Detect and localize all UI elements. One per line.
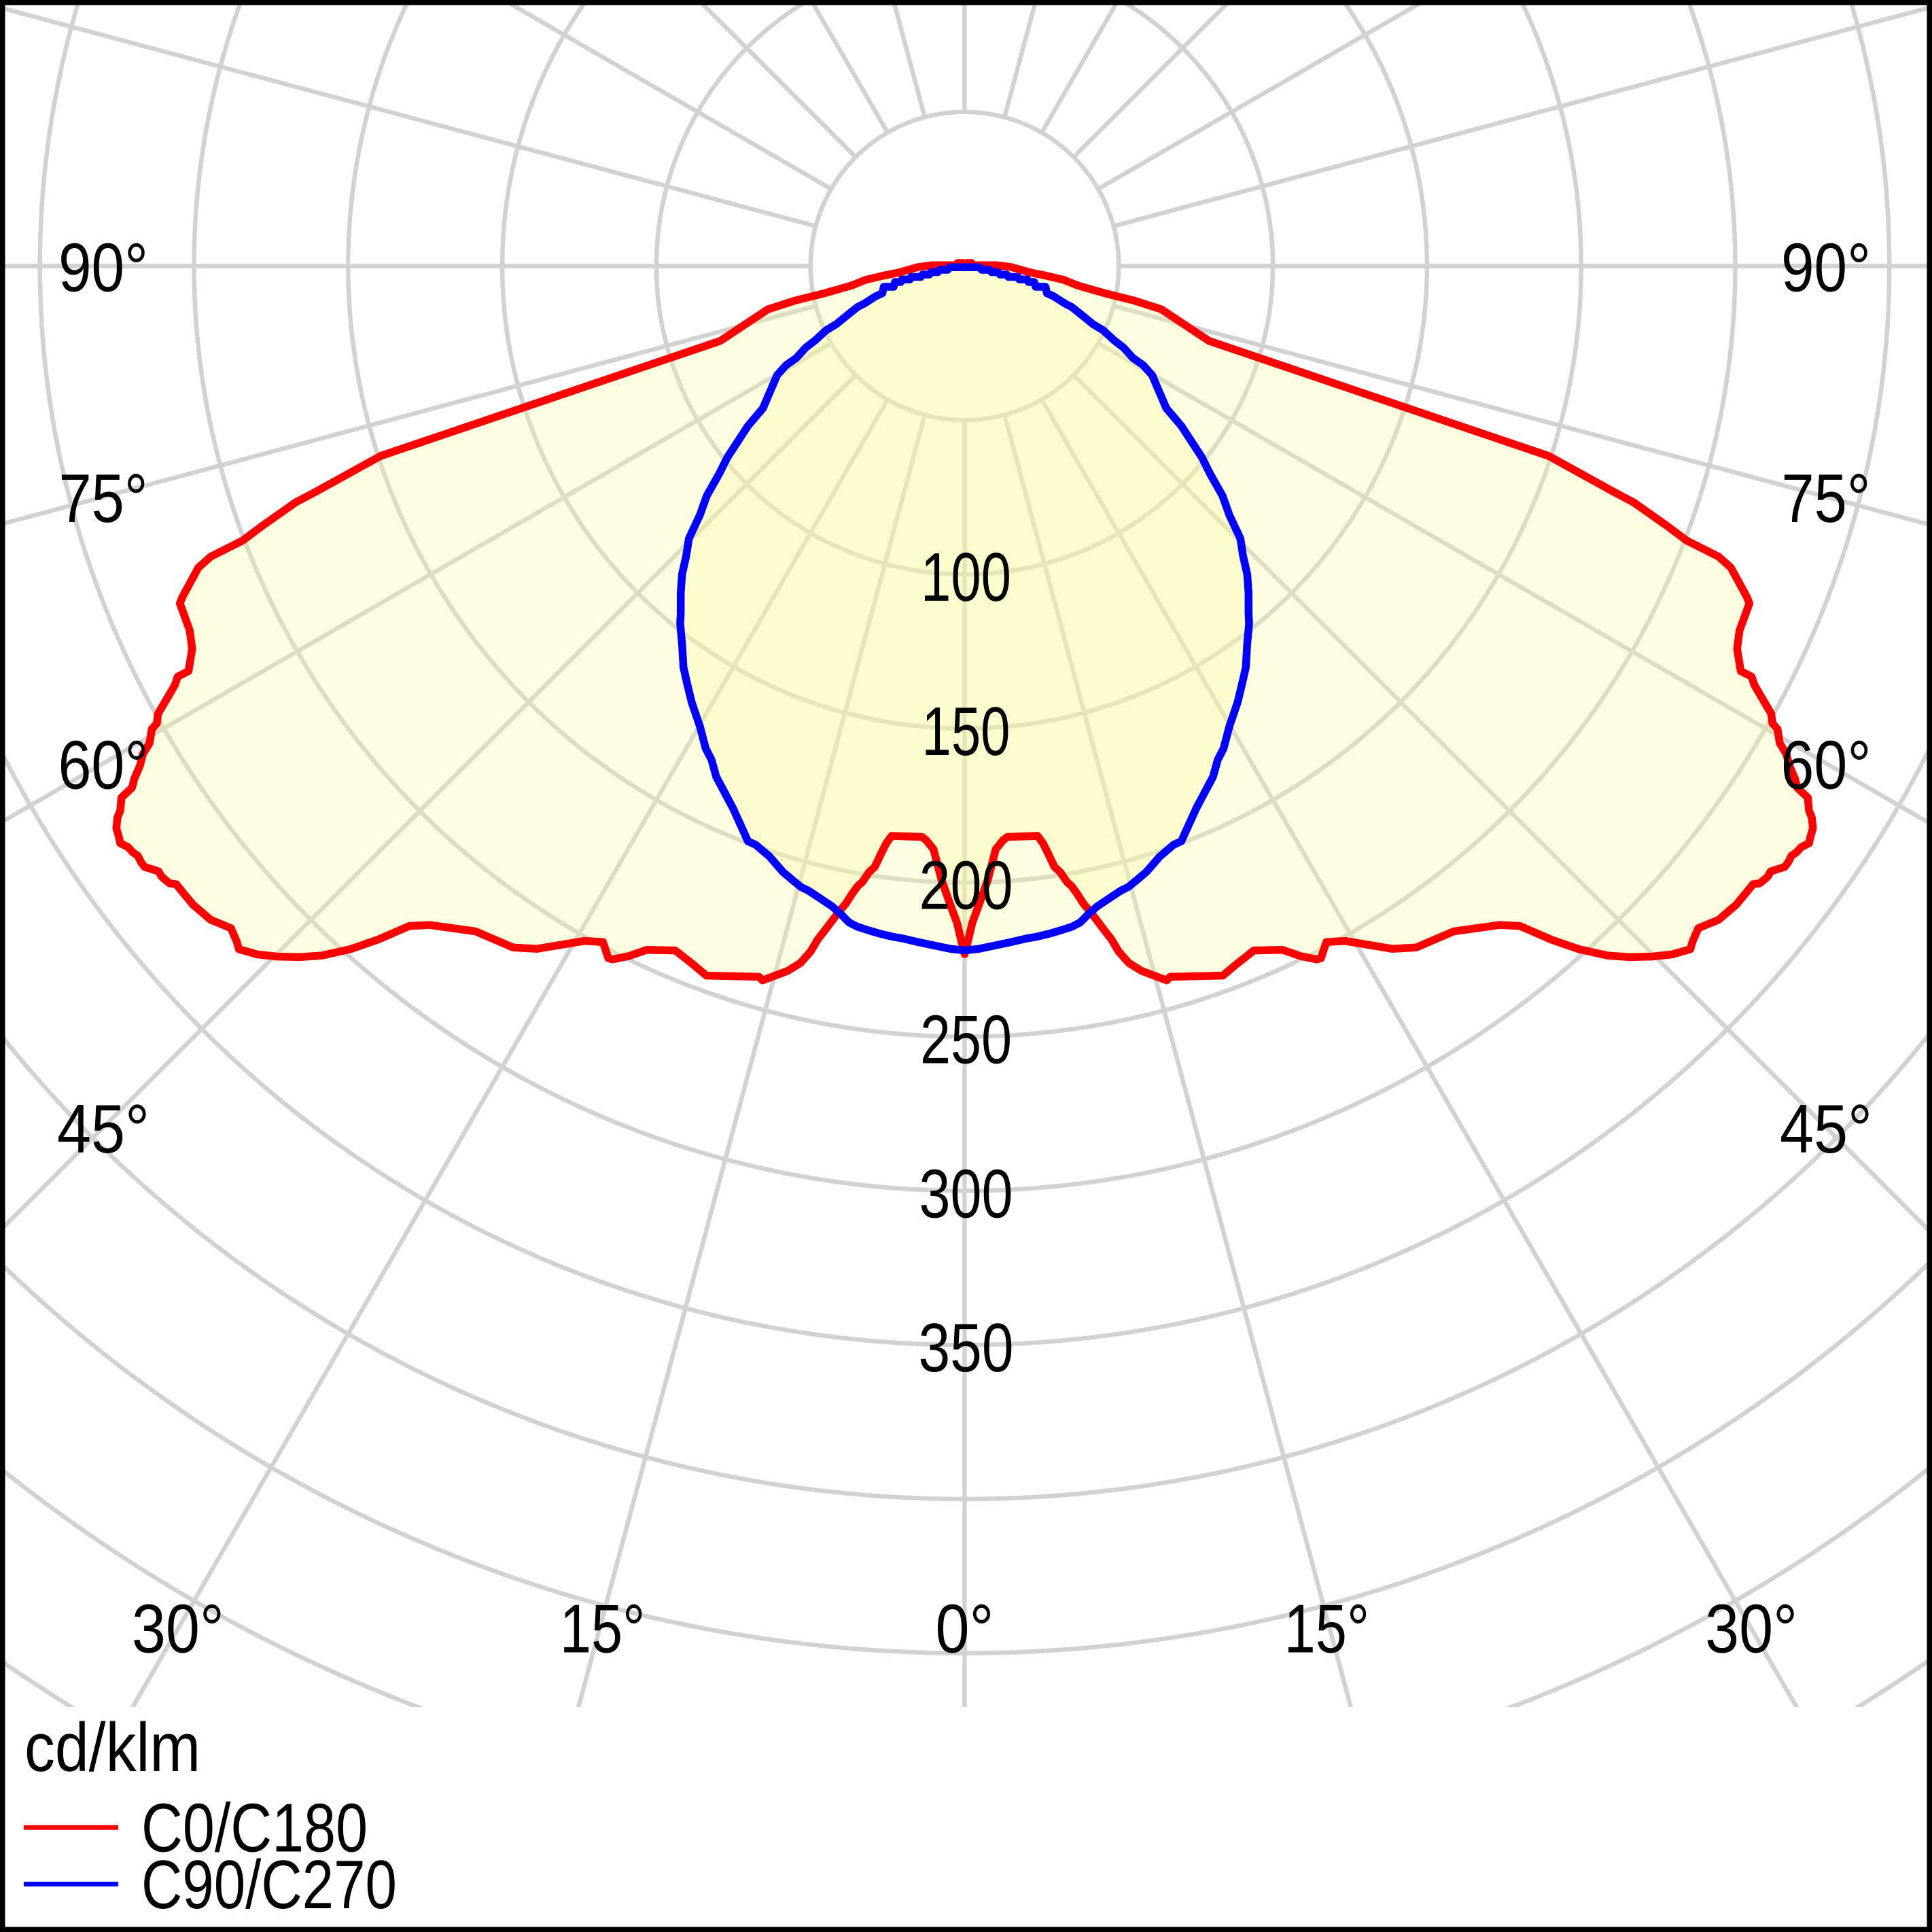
svg-text:C90/C270: C90/C270: [141, 1846, 397, 1923]
svg-text:45°: 45°: [1780, 1090, 1872, 1167]
svg-text:150: 150: [922, 692, 1011, 770]
svg-text:100: 100: [921, 538, 1011, 616]
svg-text:15°: 15°: [560, 1590, 646, 1668]
svg-text:cd/klm: cd/klm: [24, 1708, 200, 1786]
svg-text:0°: 0°: [936, 1590, 994, 1668]
svg-text:250: 250: [920, 1001, 1012, 1078]
svg-text:15°: 15°: [1284, 1590, 1370, 1668]
svg-text:75°: 75°: [59, 459, 148, 537]
svg-text:350: 350: [919, 1309, 1014, 1386]
svg-text:30°: 30°: [132, 1590, 224, 1668]
svg-text:200: 200: [919, 847, 1013, 924]
svg-text:90°: 90°: [1781, 229, 1871, 306]
svg-text:60°: 60°: [58, 726, 149, 803]
svg-text:C0/C180: C0/C180: [141, 1789, 368, 1867]
svg-text:30°: 30°: [1705, 1590, 1797, 1668]
svg-text:75°: 75°: [1782, 459, 1871, 537]
svg-text:90°: 90°: [58, 229, 148, 306]
svg-text:60°: 60°: [1781, 726, 1872, 803]
svg-text:45°: 45°: [57, 1090, 150, 1167]
svg-text:300: 300: [919, 1155, 1013, 1232]
